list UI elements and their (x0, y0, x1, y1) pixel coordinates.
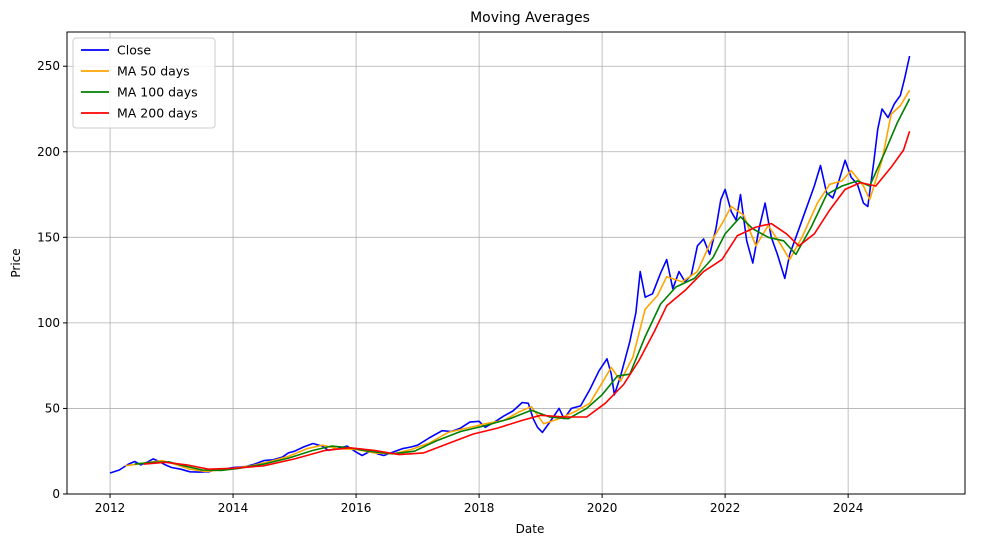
x-tick-label: 2024 (833, 501, 864, 515)
x-tick-label: 2022 (710, 501, 741, 515)
x-axis-label: Date (516, 522, 545, 536)
y-tick-label: 50 (45, 401, 60, 415)
y-axis-ticks: 0 50 100 150 200 250 (37, 59, 67, 501)
legend-label-close: Close (117, 43, 151, 58)
chart-title: Moving Averages (470, 10, 590, 26)
series-line-ma-100-days (134, 98, 911, 472)
plot-frame (66, 31, 966, 495)
y-axis-label: Price (9, 248, 23, 277)
x-tick-label: 2018 (464, 501, 495, 515)
x-axis-ticks: 2012 2014 2016 2018 2020 2022 2024 (95, 494, 864, 515)
x-tick-label: 2012 (95, 501, 126, 515)
legend-box (72, 37, 216, 129)
y-tick-label: 250 (37, 59, 60, 73)
y-tick-label: 200 (37, 145, 60, 159)
x-tick-label: 2016 (341, 501, 372, 515)
legend-label-ma-100-days: MA 100 days (117, 85, 198, 100)
series-line-ma-200-days (143, 130, 911, 470)
legend-label-ma-200-days: MA 200 days (117, 106, 198, 121)
y-tick-label: 0 (52, 487, 60, 501)
x-tick-label: 2020 (587, 501, 618, 515)
series-line-ma-50-days (125, 89, 911, 473)
legend: Close MA 50 days MA 100 days MA 200 days (72, 37, 216, 129)
series-layer (109, 55, 911, 474)
y-tick-label: 150 (37, 230, 60, 244)
x-tick-label: 2014 (218, 501, 249, 515)
legend-label-ma-50-days: MA 50 days (117, 64, 190, 79)
y-tick-label: 100 (37, 316, 60, 330)
